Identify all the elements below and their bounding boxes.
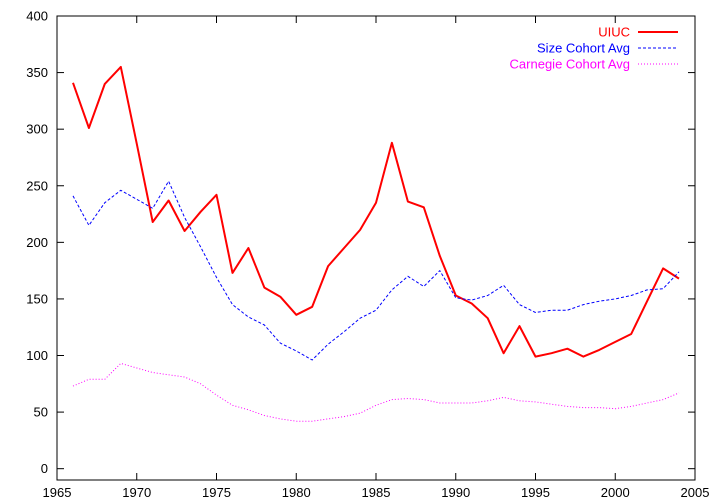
x-tick-label: 1975 [202, 485, 231, 500]
x-tick-label: 1980 [282, 485, 311, 500]
y-tick-label: 100 [26, 348, 48, 363]
plot-frame [56, 15, 696, 481]
x-tick-label: 2000 [601, 485, 630, 500]
legend-label: Carnegie Cohort Avg [510, 57, 630, 72]
y-tick-label: 200 [26, 235, 48, 250]
x-tick-label: 1985 [362, 485, 391, 500]
y-tick-label: 350 [26, 65, 48, 80]
x-tick-label: 1990 [441, 485, 470, 500]
legend-label: Size Cohort Avg [537, 41, 630, 56]
y-tick-label: 0 [41, 461, 48, 476]
y-tick-label: 50 [34, 405, 48, 420]
x-tick-label: 1970 [122, 485, 151, 500]
y-tick-label: 400 [26, 9, 48, 24]
y-tick-label: 250 [26, 178, 48, 193]
y-tick-label: 300 [26, 122, 48, 137]
legend-label: UIUC [598, 25, 630, 40]
x-tick-label: 1995 [521, 485, 550, 500]
series-line-1 [72, 180, 680, 361]
x-axis: 1965 1970 1975 1980 1985 1990 1995 2000 2005 [43, 16, 710, 500]
y-axis: 0 50 100 150 200 250 300 350 400 [26, 9, 695, 476]
y-tick-label: 150 [26, 291, 48, 306]
x-tick-label: 1965 [43, 485, 72, 500]
series-layer [72, 65, 680, 422]
series-line-2 [72, 362, 680, 422]
x-tick-label: 2005 [681, 485, 710, 500]
series-line-0 [72, 65, 680, 358]
